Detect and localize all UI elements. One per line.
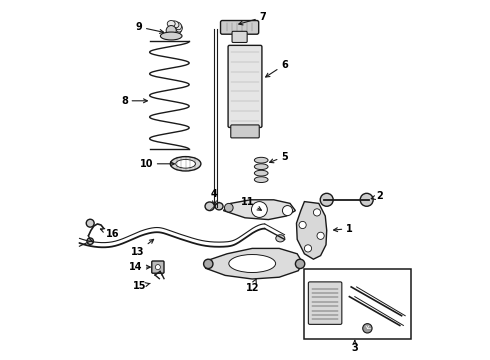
Text: 14: 14 xyxy=(129,262,150,272)
Text: 12: 12 xyxy=(245,279,259,293)
Text: 9: 9 xyxy=(136,22,164,33)
FancyBboxPatch shape xyxy=(308,282,342,324)
Text: 11: 11 xyxy=(241,197,261,210)
Text: 7: 7 xyxy=(239,12,266,25)
Text: 5: 5 xyxy=(270,152,288,163)
Ellipse shape xyxy=(254,157,268,163)
Circle shape xyxy=(317,232,324,239)
Ellipse shape xyxy=(167,21,175,27)
FancyBboxPatch shape xyxy=(232,31,247,42)
Circle shape xyxy=(204,259,213,269)
Polygon shape xyxy=(296,202,327,259)
Text: 8: 8 xyxy=(121,96,147,106)
Circle shape xyxy=(295,259,305,269)
Circle shape xyxy=(320,193,333,206)
Ellipse shape xyxy=(167,29,175,36)
Text: 15: 15 xyxy=(132,281,150,291)
Text: 3: 3 xyxy=(351,341,358,354)
Text: 1: 1 xyxy=(334,224,352,234)
Ellipse shape xyxy=(160,32,182,40)
Ellipse shape xyxy=(229,255,275,273)
Circle shape xyxy=(86,219,94,227)
Text: 13: 13 xyxy=(131,239,154,257)
Circle shape xyxy=(155,265,160,270)
Circle shape xyxy=(251,202,268,217)
Circle shape xyxy=(299,221,306,229)
Circle shape xyxy=(282,206,293,216)
Ellipse shape xyxy=(171,157,201,171)
Polygon shape xyxy=(223,200,295,220)
Text: 2: 2 xyxy=(371,191,383,201)
Text: 16: 16 xyxy=(100,229,120,239)
Text: 10: 10 xyxy=(140,159,174,169)
Ellipse shape xyxy=(276,235,285,242)
Circle shape xyxy=(363,324,372,333)
Ellipse shape xyxy=(254,177,268,183)
Ellipse shape xyxy=(172,28,179,35)
Text: 4: 4 xyxy=(211,189,218,205)
Text: 6: 6 xyxy=(266,60,288,77)
Ellipse shape xyxy=(254,164,268,170)
Ellipse shape xyxy=(172,21,179,28)
Circle shape xyxy=(360,193,373,206)
FancyBboxPatch shape xyxy=(220,21,259,34)
FancyBboxPatch shape xyxy=(228,45,262,127)
Ellipse shape xyxy=(176,159,196,168)
Ellipse shape xyxy=(254,170,268,176)
Polygon shape xyxy=(205,248,303,279)
Ellipse shape xyxy=(174,26,181,34)
Ellipse shape xyxy=(205,202,215,211)
FancyBboxPatch shape xyxy=(152,261,164,273)
Circle shape xyxy=(87,238,94,244)
Circle shape xyxy=(314,209,320,216)
Circle shape xyxy=(166,26,176,36)
Ellipse shape xyxy=(176,24,182,32)
Circle shape xyxy=(224,203,233,212)
Ellipse shape xyxy=(174,22,181,30)
Circle shape xyxy=(304,245,312,252)
Bar xyxy=(304,269,411,339)
FancyBboxPatch shape xyxy=(231,125,259,138)
Ellipse shape xyxy=(215,203,223,210)
